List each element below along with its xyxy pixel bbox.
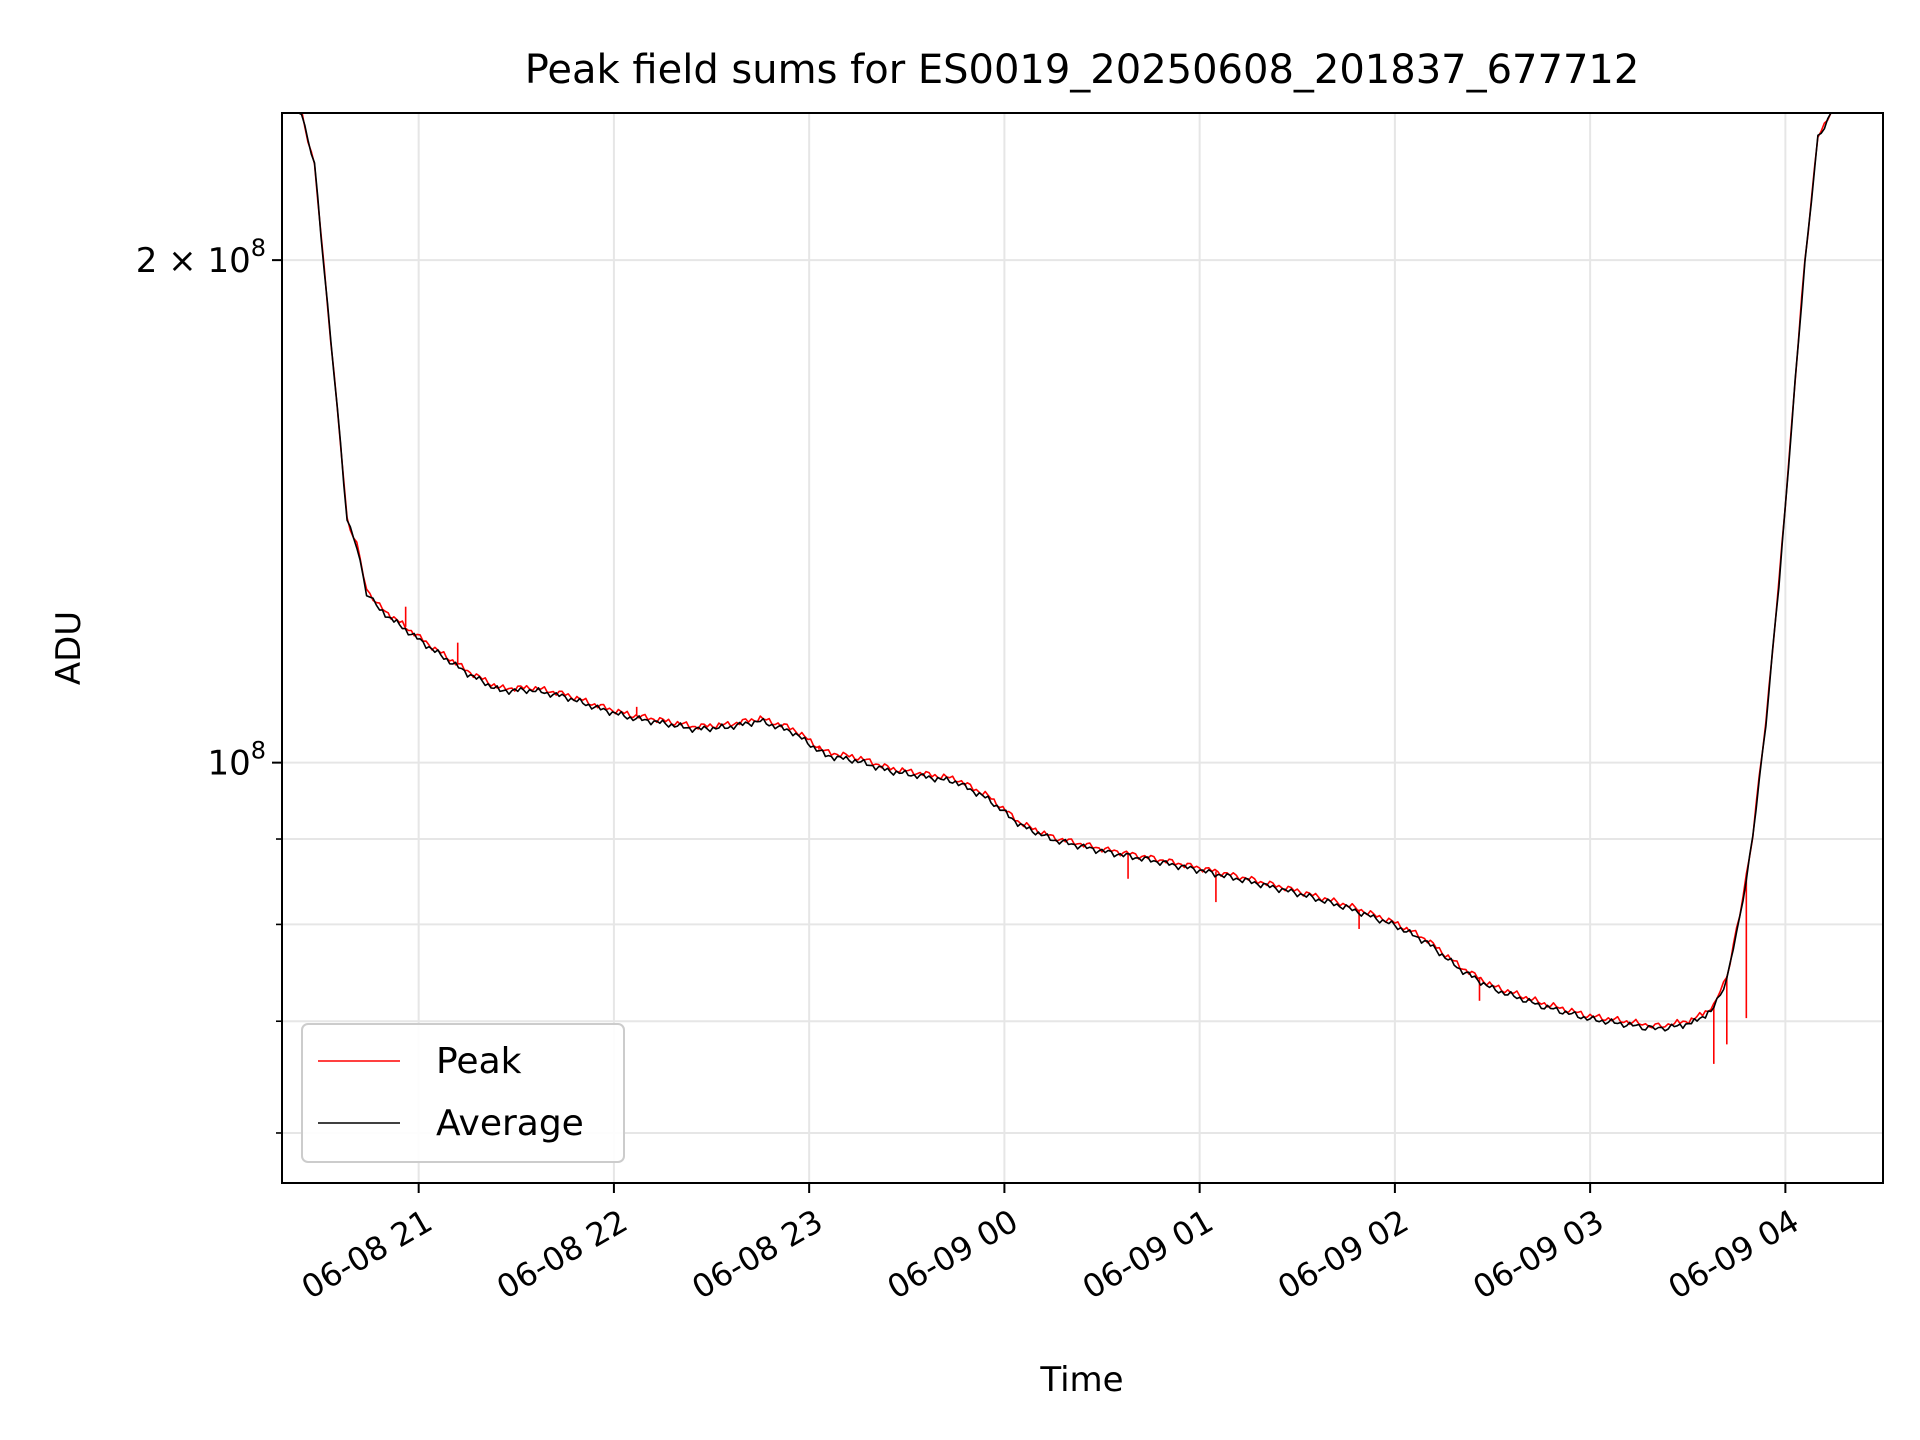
x-tick-label: 06-09 02 <box>1271 1202 1415 1307</box>
chart-title: Peak field sums for ES0019_20250608_2018… <box>525 47 1640 93</box>
legend-box <box>301 1023 625 1163</box>
plot-frame <box>281 112 1884 1184</box>
series-group <box>282 113 1883 1064</box>
legend-peak-label: Peak <box>436 1041 522 1082</box>
x-tick-label: 06-08 23 <box>686 1202 830 1307</box>
peak-line <box>282 113 1883 1029</box>
y-tick-label: 108 <box>207 737 266 784</box>
x-axis-label: Time <box>1039 1360 1123 1400</box>
y-tick-label: 2 × 108 <box>136 234 266 281</box>
legend-average-label: Average <box>436 1103 584 1144</box>
x-tick-label: 06-09 01 <box>1076 1202 1220 1307</box>
x-tick-label: 06-09 03 <box>1467 1202 1611 1307</box>
series-layer <box>282 113 1883 1064</box>
x-tick-label: 06-09 04 <box>1662 1202 1806 1307</box>
grid <box>282 113 1883 1183</box>
average-line <box>282 113 1883 1032</box>
x-tick-label: 06-08 21 <box>295 1202 439 1307</box>
legend: Peak Average <box>301 1023 625 1163</box>
x-tick-label: 06-08 22 <box>490 1202 634 1307</box>
y-axis-label: ADU <box>49 611 89 685</box>
x-tick-label: 06-09 00 <box>881 1202 1025 1307</box>
